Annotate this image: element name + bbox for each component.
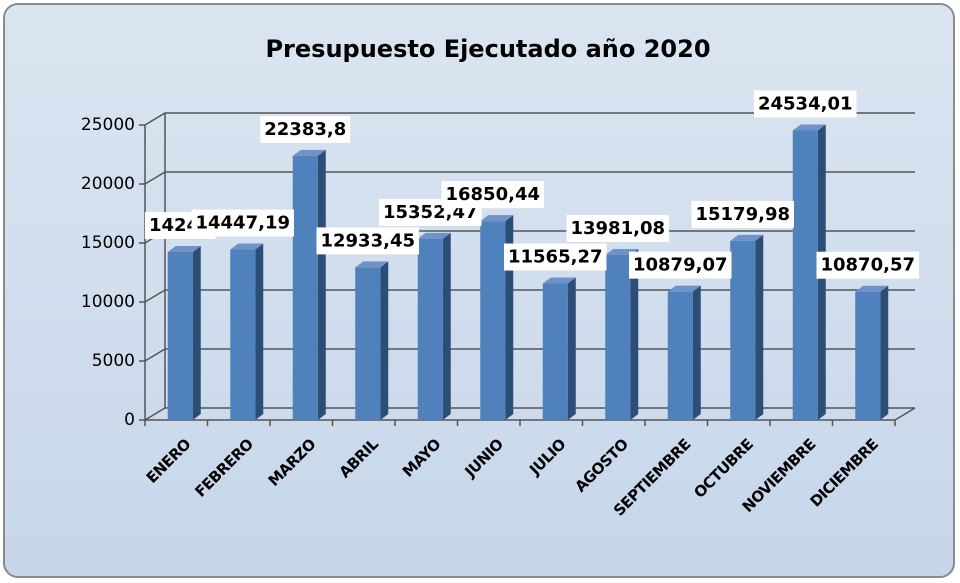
bar-top: [417, 232, 451, 239]
data-label: 10879,07: [628, 251, 732, 279]
bar: [355, 267, 381, 420]
data-label-box: [691, 200, 795, 228]
bar-top: [480, 215, 514, 222]
bar: [417, 238, 443, 420]
data-label: 13981,08: [566, 215, 670, 243]
bar-top: [542, 277, 576, 284]
bar: [792, 130, 818, 420]
bar-top: [855, 285, 889, 292]
data-label: 10870,57: [816, 251, 920, 279]
data-label-box: [260, 115, 351, 143]
data-label: 11565,27: [503, 243, 607, 271]
bar: [230, 249, 256, 420]
bar: [542, 283, 568, 420]
bar-side: [192, 245, 201, 420]
bar-top: [730, 234, 764, 241]
y-tick-label: 10000: [81, 292, 135, 312]
grid-line: [144, 171, 915, 185]
data-label-box: [753, 90, 857, 118]
bar: [605, 255, 631, 420]
bar-top: [355, 261, 389, 268]
bar: [167, 251, 193, 420]
data-label-box: [316, 227, 420, 255]
bar: [855, 291, 881, 420]
bar-side: [442, 232, 451, 420]
bar-side: [755, 234, 764, 420]
y-tick-label: 5000: [92, 351, 135, 371]
data-label-text: 16850,44: [445, 184, 540, 205]
bar-top: [167, 245, 201, 252]
grid-line: [144, 348, 915, 362]
data-label-text: 14447,19: [195, 213, 290, 234]
data-label-text: 13981,08: [570, 218, 665, 239]
data-label-text: 22383,8: [264, 119, 346, 140]
data-label-box: [566, 215, 670, 243]
bar-top: [230, 243, 264, 250]
y-tick-label: 0: [124, 410, 135, 430]
bar: [292, 155, 318, 420]
data-label: 12933,45: [316, 227, 420, 255]
data-label: 24534,01: [753, 90, 857, 118]
bar-top: [667, 285, 701, 292]
data-label-box: [441, 181, 545, 209]
bar-top: [292, 149, 326, 156]
grid-line: [144, 289, 915, 303]
bar-side: [880, 285, 889, 420]
data-label-text: 10879,07: [633, 255, 728, 276]
data-label-text: 11565,27: [508, 247, 603, 268]
bar: [480, 221, 506, 420]
data-label-text: 15179,98: [695, 204, 790, 225]
bar-top: [792, 124, 826, 131]
data-label-box: [816, 251, 920, 279]
data-label: 16850,44: [441, 181, 545, 209]
data-label-text: 10870,57: [820, 255, 915, 276]
bar-side: [692, 285, 701, 420]
bar-side: [630, 249, 639, 420]
data-label: 15179,98: [691, 200, 795, 228]
bar: [730, 240, 756, 420]
grid-line: [144, 407, 915, 421]
bar-side: [255, 243, 264, 420]
chart-title: Presupuesto Ejecutado año 2020: [265, 35, 710, 63]
data-label: 14447,19: [191, 209, 295, 237]
bar-side: [317, 149, 326, 420]
y-tick-label: 15000: [81, 233, 135, 253]
y-tick-label: 25000: [81, 115, 135, 135]
bar: [667, 291, 693, 420]
y-tick-label: 20000: [81, 174, 135, 194]
data-label-box: [503, 243, 607, 271]
data-label-text: 24534,01: [758, 93, 853, 114]
data-label-text: 12933,45: [320, 230, 415, 251]
data-label-box: [628, 251, 732, 279]
bar-side: [567, 277, 576, 420]
data-label: 22383,8: [260, 115, 351, 143]
grid-line: [144, 112, 915, 126]
bar-side: [380, 261, 389, 420]
data-label-box: [191, 209, 295, 237]
